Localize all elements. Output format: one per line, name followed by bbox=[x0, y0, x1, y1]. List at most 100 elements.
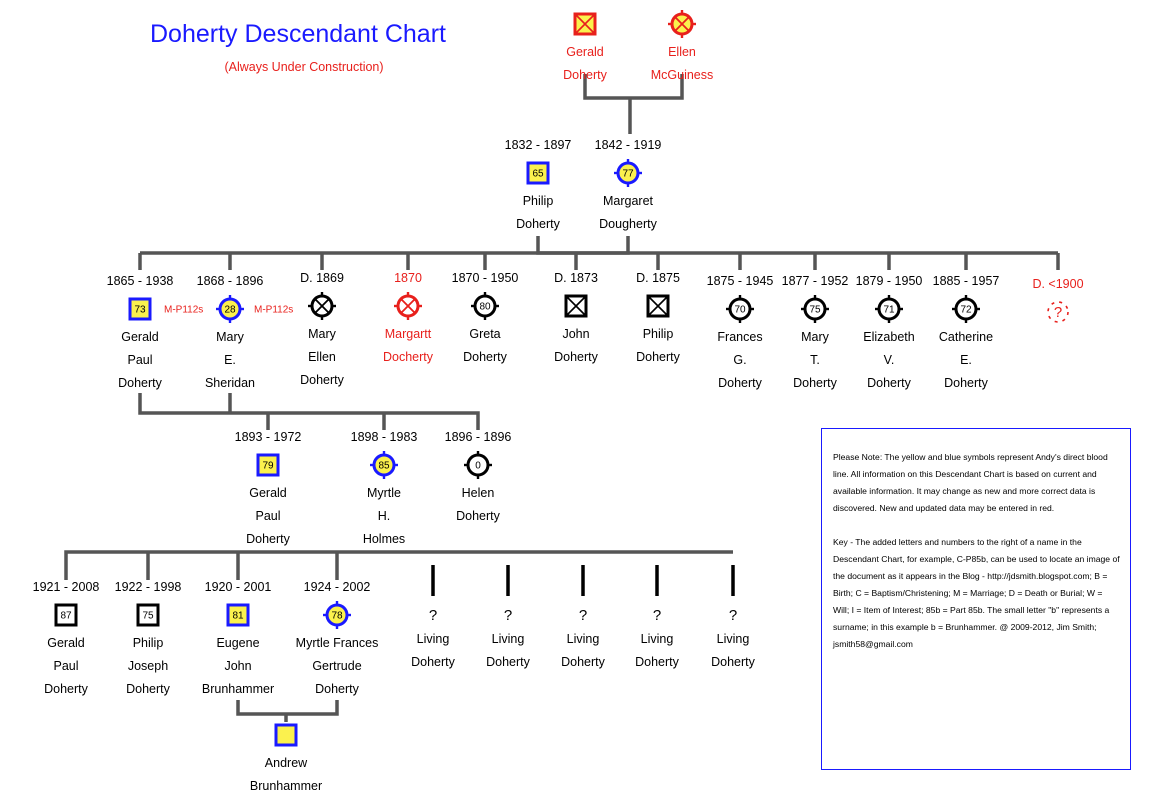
person-mary_sheridan: 1868 - 1896 28 M-P112s Mary E. Sheridan bbox=[197, 274, 294, 390]
person-name-line: Andrew bbox=[265, 756, 308, 770]
person-margaret: 1842 - 1919 77 Margaret Dougherty bbox=[595, 138, 662, 231]
person-name-line: Gerald bbox=[121, 330, 159, 344]
person-name-line: Philip bbox=[133, 636, 164, 650]
person-helen: 1896 - 1896 0 Helen Doherty bbox=[445, 430, 512, 523]
person-dates: 1921 - 2008 bbox=[33, 580, 100, 594]
person-name-line: Doherty bbox=[793, 376, 838, 390]
deceased-cross bbox=[647, 295, 669, 317]
connector-line bbox=[138, 393, 480, 430]
male-symbol bbox=[136, 603, 160, 627]
age-badge: 85 bbox=[378, 461, 390, 472]
person-name-line: Living bbox=[417, 632, 450, 646]
reference-mark: M-P112s bbox=[254, 305, 293, 316]
person-name-line: Gertrude bbox=[312, 659, 361, 673]
person-philip_1832: 1832 - 1897 65 Philip Doherty bbox=[505, 138, 572, 231]
person-name-line: Docherty bbox=[383, 350, 434, 364]
unknown-mark: ? bbox=[504, 607, 512, 624]
person-name-line: Doherty bbox=[463, 350, 508, 364]
person-dates: 1922 - 1998 bbox=[115, 580, 182, 594]
person-name-line: Doherty bbox=[944, 376, 989, 390]
male-symbol bbox=[226, 603, 250, 627]
person-elizabeth: 1879 - 1950 71 Elizabeth V. Doherty bbox=[856, 274, 923, 390]
male-symbol bbox=[128, 297, 152, 321]
person-name-line: Gerald bbox=[249, 486, 287, 500]
age-badge: 71 bbox=[883, 305, 895, 316]
age-badge: 77 bbox=[622, 169, 634, 180]
family-connector-lines bbox=[64, 74, 1060, 722]
male-symbol bbox=[256, 453, 280, 477]
deceased-cross bbox=[674, 16, 690, 32]
person-name-line: Mary bbox=[216, 330, 245, 344]
person-name-line: T. bbox=[810, 353, 820, 367]
person-dates: 1868 - 1896 bbox=[197, 274, 264, 288]
note-paragraph-key: Key - The added letters and numbers to t… bbox=[833, 537, 1120, 649]
person-name-line: Living bbox=[717, 632, 750, 646]
person-dates: D. 1873 bbox=[554, 271, 598, 285]
person-name-line: Doherty bbox=[44, 682, 89, 696]
age-badge: 65 bbox=[532, 169, 544, 180]
person-name-line: Brunhammer bbox=[250, 779, 322, 793]
person-dates: 1877 - 1952 bbox=[782, 274, 849, 288]
person-name-line: Mary bbox=[801, 330, 830, 344]
person-name-line: Paul bbox=[127, 353, 152, 367]
person-name-line: Myrtle bbox=[367, 486, 401, 500]
person-name-line: Doherty bbox=[411, 655, 456, 669]
unknown-symbol bbox=[1047, 301, 1069, 323]
person-dates: 1924 - 2002 bbox=[304, 580, 371, 594]
chart-title: Doherty Descendant Chart bbox=[150, 20, 446, 48]
person-living3: ? Living Doherty bbox=[561, 607, 606, 669]
person-name-line: John bbox=[224, 659, 251, 673]
connector-line bbox=[536, 236, 630, 255]
person-name-line: Ellen bbox=[308, 350, 336, 364]
connector-line bbox=[64, 550, 268, 580]
person-mary_t: 1877 - 1952 75 Mary T. Doherty bbox=[782, 274, 849, 390]
connector-line bbox=[236, 700, 339, 716]
person-living5: ? Living Doherty bbox=[711, 607, 756, 669]
person-name-line: Brunhammer bbox=[202, 682, 274, 696]
person-name-line: Doherty bbox=[867, 376, 912, 390]
person-name-line: Elizabeth bbox=[863, 330, 914, 344]
person-name-line: Ellen bbox=[668, 45, 696, 59]
person-dates: D. <1900 bbox=[1032, 277, 1083, 291]
person-name-line: Sheridan bbox=[205, 376, 255, 390]
person-name-line: Catherine bbox=[939, 330, 993, 344]
deceased-cross bbox=[400, 298, 416, 314]
person-name-line: Living bbox=[641, 632, 674, 646]
person-living2: ? Living Doherty bbox=[486, 607, 531, 669]
person-name-line: Doherty bbox=[118, 376, 163, 390]
person-dates: 1898 - 1983 bbox=[351, 430, 418, 444]
age-badge: 79 bbox=[262, 461, 274, 472]
person-name-line: Doherty bbox=[456, 509, 501, 523]
person-name-line: McGuiness bbox=[651, 68, 714, 82]
person-name-line: Gerald bbox=[566, 45, 604, 59]
age-badge: 78 bbox=[331, 611, 343, 622]
person-mary_ellen: D. 1869 Mary Ellen Doherty bbox=[300, 271, 345, 387]
age-badge: 72 bbox=[960, 305, 972, 316]
person-unknown: D. <1900? bbox=[1032, 277, 1084, 323]
age-badge: 28 bbox=[224, 305, 236, 316]
person-name-line: Doherty bbox=[711, 655, 756, 669]
person-dates: 1870 bbox=[394, 271, 422, 285]
person-name-line: Doherty bbox=[300, 373, 345, 387]
person-name-line: Doherty bbox=[516, 217, 561, 231]
unknown-mark: ? bbox=[579, 607, 587, 624]
person-gerald_sr: Gerald Doherty bbox=[563, 12, 608, 82]
person-dates: D. 1869 bbox=[300, 271, 344, 285]
age-badge: 81 bbox=[232, 611, 244, 622]
person-andrew: Andrew Brunhammer bbox=[250, 723, 322, 793]
note-paragraph-blood-line: Please Note: The yellow and blue symbols… bbox=[833, 452, 1108, 513]
person-name-line: E. bbox=[224, 353, 236, 367]
person-name-line: Paul bbox=[255, 509, 280, 523]
person-living1: ? Living Doherty bbox=[411, 607, 456, 669]
unknown-mark: ? bbox=[729, 607, 737, 624]
person-name-line: Doherty bbox=[636, 350, 681, 364]
person-gerald_1893: 1893 - 1972 79 Gerald Paul Doherty bbox=[235, 430, 302, 546]
person-name-line: Margartt bbox=[385, 327, 432, 341]
person-name-line: John bbox=[562, 327, 589, 341]
person-name-line: Eugene bbox=[216, 636, 259, 650]
person-name-line: Helen bbox=[462, 486, 495, 500]
person-name-line: Greta bbox=[469, 327, 500, 341]
person-name-line: Dougherty bbox=[599, 217, 657, 231]
person-name-line: Joseph bbox=[128, 659, 168, 673]
